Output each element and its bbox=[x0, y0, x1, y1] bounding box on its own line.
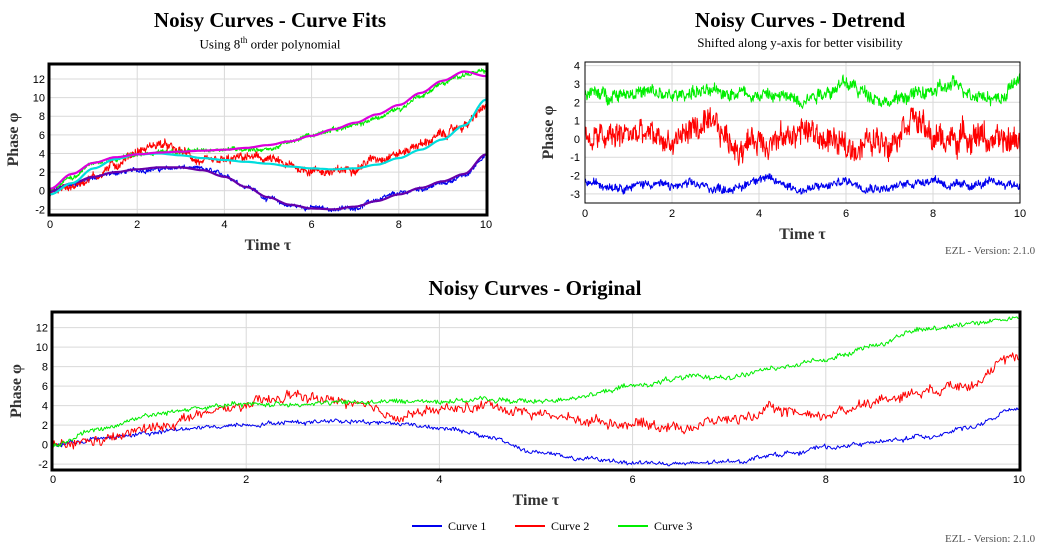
detrend-ytick-label: 2 bbox=[574, 97, 580, 109]
fits-series-2-line bbox=[50, 104, 486, 197]
fits-series-5-line bbox=[50, 98, 486, 196]
original-xlabel: Time τ bbox=[513, 492, 560, 509]
original-ytick-label: 8 bbox=[42, 362, 48, 374]
detrend-frame bbox=[584, 61, 1021, 204]
original-ytick-label: 12 bbox=[36, 323, 48, 335]
detrend-xtick-label: 8 bbox=[930, 208, 936, 220]
fits-ytick-label: 10 bbox=[33, 93, 45, 105]
detrend-series-group bbox=[585, 73, 1020, 195]
original-curve-2-line bbox=[53, 352, 1019, 450]
detrend-xtick-label: 0 bbox=[582, 208, 588, 220]
fits-ylabel: Phase φ bbox=[5, 112, 22, 166]
fits-subtitle: Using 8th order polynomial bbox=[60, 35, 480, 52]
fits-series-4-line bbox=[50, 153, 486, 211]
detrend-ytick-label: -2 bbox=[570, 171, 580, 183]
fits-ytick-label: 8 bbox=[39, 111, 45, 123]
original-frame bbox=[50, 310, 1022, 472]
detrend-xtick-label: 2 bbox=[669, 208, 675, 220]
fits-ytick-label: 2 bbox=[39, 167, 45, 179]
original-plot-area bbox=[53, 313, 1019, 469]
detrend-ytick-label: 4 bbox=[574, 61, 580, 73]
fits-ytick-label: 4 bbox=[39, 148, 45, 160]
original-footer: EZL - Version: 2.1.0 bbox=[945, 533, 1036, 545]
fits-series-group bbox=[50, 68, 486, 213]
original-title: Noisy Curves - Original bbox=[428, 276, 642, 300]
detrend-footer: EZL - Version: 2.1.0 bbox=[945, 245, 1036, 257]
original-ytick-label: 2 bbox=[42, 420, 48, 432]
original-curve-1-line bbox=[53, 407, 1019, 467]
detrend-subtitle: Shifted along y-axis for better visibili… bbox=[697, 35, 903, 50]
fits-xtick-label: 0 bbox=[47, 219, 53, 231]
original-series-group bbox=[53, 316, 1019, 467]
fits-series-6-line bbox=[50, 70, 486, 190]
fits-xtick-label: 10 bbox=[480, 219, 492, 231]
original-ytick-label: -2 bbox=[38, 459, 48, 471]
fits-title: Noisy Curves - Curve Fits bbox=[153, 8, 387, 32]
detrend-series-1-line bbox=[585, 173, 1020, 195]
fits-ytick-label: 12 bbox=[33, 74, 45, 86]
detrend-xlabel: Time τ bbox=[779, 226, 826, 243]
original-legend-label: Curve 3 bbox=[654, 519, 692, 533]
original-ytick-label: 0 bbox=[42, 440, 48, 452]
detrend-ytick-label: -3 bbox=[570, 189, 580, 201]
detrend-chart: 0 2 4 6 8 10 -3 -2 -1 0 1 2 3 4 Time τ Phase φ bbox=[540, 61, 1026, 243]
detrend-ytick-label: 3 bbox=[574, 79, 580, 91]
detrend-series-3-line bbox=[585, 73, 1020, 109]
fits-ytick-label: -2 bbox=[35, 204, 45, 216]
detrend-xtick-label: 10 bbox=[1014, 208, 1026, 220]
detrend-ytick-label: 0 bbox=[574, 134, 580, 146]
detrend-series-2-line bbox=[585, 107, 1020, 166]
fits-ytick-label: 0 bbox=[39, 186, 45, 198]
original-xtick-label: 2 bbox=[243, 474, 249, 486]
fits-xtick-label: 8 bbox=[396, 219, 402, 231]
fits-subtitle-post: order polynomial bbox=[247, 36, 341, 52]
fits-subtitle-pre: Using 8 bbox=[199, 36, 241, 52]
fits-frame bbox=[47, 62, 489, 217]
fits-subtitle-sup: th bbox=[240, 35, 248, 45]
original-ylabel: Phase φ bbox=[8, 364, 25, 418]
detrend-xtick-label: 6 bbox=[843, 208, 849, 220]
fits-xtick-label: 2 bbox=[134, 219, 140, 231]
detrend-ylabel: Phase φ bbox=[540, 105, 557, 159]
detrend-ytick-label: -1 bbox=[570, 152, 580, 164]
detrend-ytick-label: 1 bbox=[574, 116, 580, 128]
detrend-xtick-label: 4 bbox=[756, 208, 762, 220]
original-ytick-label: 10 bbox=[36, 342, 48, 354]
fits-xlabel: Time τ bbox=[245, 237, 292, 254]
original-ytick-label: 6 bbox=[42, 381, 48, 393]
original-xtick-label: 0 bbox=[50, 474, 56, 486]
original-xtick-label: 6 bbox=[630, 474, 636, 486]
original-ytick-label: 4 bbox=[42, 401, 48, 413]
original-xtick-label: 8 bbox=[823, 474, 829, 486]
detrend-title: Noisy Curves - Detrend bbox=[694, 8, 906, 32]
original-curve-3-line bbox=[53, 316, 1019, 448]
fits-ytick-label: 6 bbox=[39, 130, 45, 142]
original-xtick-label: 4 bbox=[436, 474, 442, 486]
fits-xtick-label: 6 bbox=[309, 219, 315, 231]
original-legend-label: Curve 2 bbox=[551, 519, 589, 533]
original-legend-label: Curve 1 bbox=[448, 519, 486, 533]
original-xtick-label: 10 bbox=[1013, 474, 1025, 486]
fits-xtick-label: 4 bbox=[221, 219, 227, 231]
